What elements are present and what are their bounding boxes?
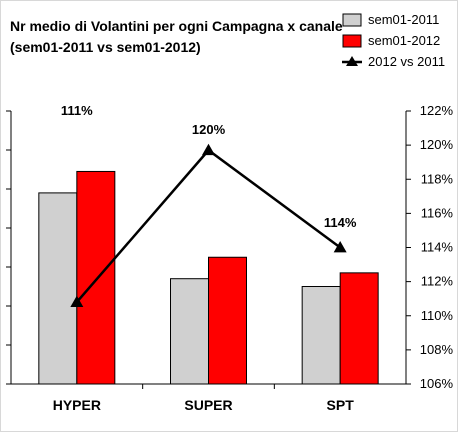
line-marker-SPT: [333, 241, 347, 253]
bar-sem01-2012-SPT: [339, 272, 379, 385]
line-marker-SUPER: [202, 143, 215, 156]
bar-sem01-2011-SPT: [301, 286, 341, 385]
legend: sem01-2011 sem01-2012 2012 vs 2011: [342, 12, 445, 69]
chart-title: Nr medio di Volantini per ogni Campagna …: [10, 18, 343, 34]
labels: 111% 120% 114% HYPER SUPER SPT: [53, 103, 357, 413]
category-label-HYPER: HYPER: [53, 397, 101, 413]
legend-swatch-sem01-2012: [342, 34, 362, 48]
line-series: [70, 143, 347, 307]
right-axis-tick-label: 114%: [421, 240, 454, 255]
category-label-SPT: SPT: [327, 397, 355, 413]
right-axis-tick-label: 118%: [421, 171, 454, 186]
right-axis-tick-label: 110%: [421, 308, 454, 323]
data-label-SUPER: 120%: [192, 122, 226, 137]
bar-sem01-2012-HYPER: [76, 170, 116, 385]
bar-sem01-2011-SUPER: [170, 278, 209, 385]
chart-subtitle: (sem01-2011 vs sem01-2012): [10, 39, 201, 55]
legend-label-sem01-2012: sem01-2012: [368, 33, 440, 48]
right-axis-tick-label: 120%: [420, 137, 454, 152]
data-label-HYPER: 111%: [61, 103, 93, 118]
line-marker-HYPER: [70, 295, 84, 307]
right-axis-tick-label: 116%: [421, 205, 454, 220]
right-axis-tick-label: 112%: [421, 274, 454, 289]
right-axis-tick-label: 122%: [420, 103, 454, 118]
bar-sem01-2011-HYPER: [38, 192, 78, 385]
right-axis-tick-label: 106%: [420, 376, 454, 391]
bars: [38, 170, 379, 385]
legend-marker-2012-vs-2011: [346, 56, 358, 66]
legend-swatch-sem01-2011: [342, 13, 362, 27]
data-label-SPT: 114%: [324, 215, 357, 230]
legend-label-2012 vs 2011: 2012 vs 2011: [368, 54, 445, 69]
category-label-SUPER: SUPER: [184, 397, 232, 413]
legend-label-sem01-2011: sem01-2011: [368, 12, 439, 27]
bar-sem01-2012-SUPER: [208, 256, 247, 385]
right-axis-tick-label: 108%: [420, 342, 454, 357]
